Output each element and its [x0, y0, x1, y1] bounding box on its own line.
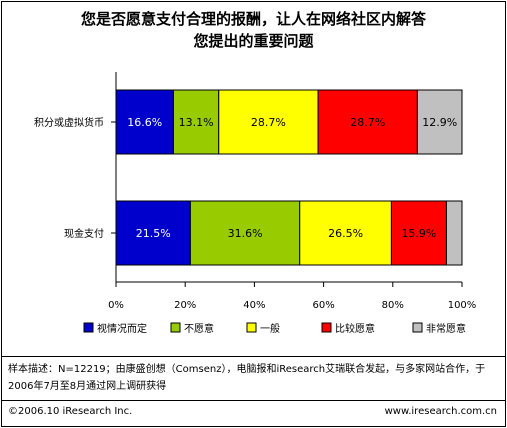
sample-note: 样本描述：N=12219；由康盛创想（Comsenz），电脑报和iResearc… — [8, 364, 486, 392]
bars-layer: 16.6% 13.1% 28.7% 28.7% 12.9% 21.5% 31.6% 26.5%… — [115, 89, 463, 266]
chart-title-line-2: 您提出的重要问题 — [193, 32, 314, 50]
x-tick-label-0: 0% — [108, 300, 124, 311]
divider-bottom — [2, 400, 505, 401]
bar-data-label-0-4: 12.9% — [422, 116, 457, 129]
bar-data-label-0-3: 28.7% — [350, 116, 385, 129]
bar-data-label-0-2: 28.7% — [251, 116, 286, 129]
x-tick-label-1: 20% — [174, 300, 196, 311]
x-tick-label-3: 60% — [312, 300, 334, 311]
category-label-0: 积分或虚拟货币 — [34, 116, 104, 129]
chart-title: 您是否愿意支付合理的报酬，让人在网络社区内解答 您提出的重要问题 — [0, 8, 507, 52]
divider-top — [2, 356, 505, 357]
website-link[interactable]: www.iresearch.com.cn — [384, 406, 497, 417]
chart-plot: 16.6% 13.1% 28.7% 28.7% 12.9% 21.5% 31.6% 26.5%… — [34, 72, 476, 335]
legend-swatch-4 — [412, 322, 423, 333]
bar-segment-0-2 — [218, 89, 319, 155]
legend-label-1: 不愿意 — [184, 322, 214, 335]
chart-title-line-1: 您是否愿意支付合理的报酬，让人在网络社区内解答 — [80, 10, 426, 28]
legend-label-3: 比较愿意 — [335, 322, 375, 335]
x-tick-label-2: 40% — [243, 300, 265, 311]
x-tick-label-4: 80% — [382, 300, 404, 311]
bar-segment-0-3 — [317, 89, 418, 155]
category-label-1: 现金支付 — [64, 227, 104, 240]
legend-label-0: 视情况而定 — [97, 322, 147, 335]
bar-data-label-0-0: 16.6% — [127, 116, 162, 129]
bar-segment-1-0 — [115, 200, 191, 266]
legend-label-4: 非常愿意 — [426, 322, 466, 335]
bar-data-label-1-1: 31.6% — [228, 227, 263, 240]
copyright-text: ©2006.10 iResearch Inc. — [8, 406, 133, 417]
legend: 视情况而定 不愿意 一般 比较愿意 非常愿意 — [83, 322, 466, 335]
bar-segment-1-2 — [299, 200, 392, 266]
bar-data-label-0-1: 13.1% — [179, 116, 214, 129]
bar-segment-1-1 — [189, 200, 301, 266]
bar-segment-0-1 — [172, 89, 220, 155]
legend-label-2: 一般 — [260, 322, 280, 335]
bar-data-label-1-2: 26.5% — [328, 227, 363, 240]
bar-segment-0-4 — [416, 89, 463, 155]
bar-data-label-1-0: 21.5% — [136, 227, 171, 240]
bar-segment-1-4 — [445, 200, 463, 266]
legend-swatch-3 — [321, 322, 332, 333]
x-tick-label-5: 100% — [448, 300, 477, 311]
bar-data-label-1-3: 15.9% — [401, 227, 436, 240]
legend-swatch-2 — [246, 322, 257, 333]
legend-swatch-0 — [83, 322, 94, 333]
legend-swatch-1 — [170, 322, 181, 333]
